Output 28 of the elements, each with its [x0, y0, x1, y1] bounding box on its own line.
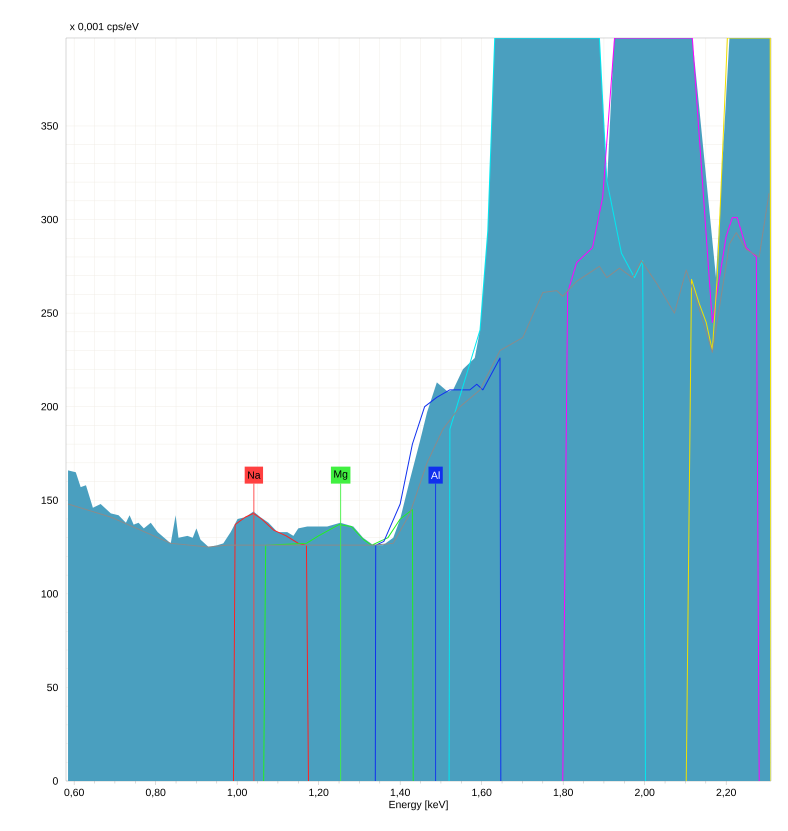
line-series [232, 512, 309, 781]
line-series [562, 38, 760, 781]
y-tick-label: 100 [42, 590, 58, 598]
x-tick-label: 1,00 [228, 788, 247, 798]
y-tick-label: 150 [42, 496, 58, 504]
y-tick-label: 200 [41, 402, 58, 410]
ref-line-label: Al [430, 471, 440, 479]
ref-line-label: Na [248, 471, 261, 479]
x-tick-label: 1,20 [309, 788, 328, 798]
line-series [686, 38, 772, 781]
y-tick-label: 350 [41, 122, 58, 130]
y-tick-label: 300 [41, 216, 58, 224]
x-tick-label: 2,00 [635, 788, 654, 798]
x-tick-label: 2,20 [716, 788, 736, 798]
x-tick-label: 1,40 [390, 788, 410, 798]
x-tick-label: 0,60 [64, 788, 84, 798]
line-series [374, 358, 502, 781]
y-tick-label: 50 [47, 684, 58, 692]
ref-line-label: Mg [334, 470, 348, 480]
y-tick-label: 250 [41, 309, 58, 317]
x-axis-title: Energy [keV] [389, 800, 448, 810]
y-tick-label: 0 [52, 777, 58, 785]
x-tick-label: 1,80 [554, 788, 573, 798]
x-tick-label: 1,60 [472, 788, 492, 798]
y-axis-title: x 0,001 cps/eV [70, 22, 139, 32]
line-series [448, 38, 646, 781]
x-tick-label: 0,80 [146, 788, 166, 798]
line-series [263, 509, 414, 781]
